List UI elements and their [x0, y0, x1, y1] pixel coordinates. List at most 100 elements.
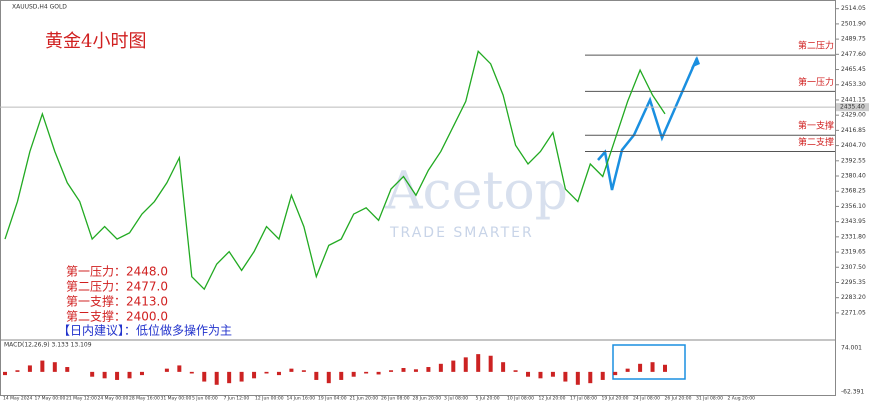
x-tick-label: 14 May 2024 — [3, 396, 32, 402]
y-tick-label: 2501.90 — [841, 20, 866, 27]
y-tick-label: 2380.40 — [841, 173, 866, 180]
y-tick-label: 2331.80 — [841, 233, 866, 240]
macd-bar — [526, 371, 531, 377]
level-label: 第一支撑 — [798, 120, 834, 132]
macd-bar — [351, 371, 356, 377]
level-label: 第二支撑 — [798, 136, 834, 148]
macd-bar — [426, 367, 431, 372]
x-tick-label: 14 Jun 16:00 — [287, 396, 316, 402]
x-tick-label: 31 May 00:00 — [161, 396, 192, 402]
macd-bar — [376, 371, 381, 375]
forecast-path — [597, 57, 699, 191]
x-tick-label: 21 May 12:00 — [66, 396, 97, 402]
y-tick-label: 2271.05 — [841, 309, 866, 316]
y-tick-label: 2489.75 — [841, 36, 866, 43]
x-tick-label: 28 May 16:00 — [129, 396, 160, 402]
arrow-head — [691, 56, 700, 68]
symbol: XAUUSD,H4 GOLD — [12, 4, 67, 11]
macd-bar — [314, 371, 319, 380]
macd-bar — [164, 368, 169, 372]
x-tick-label: 10 Jul 08:00 — [507, 396, 534, 402]
macd-bar — [326, 371, 331, 384]
y-tick-label: 2477.60 — [841, 51, 866, 58]
price-line — [4, 50, 666, 291]
macd-bar — [501, 362, 506, 372]
macd-bar — [52, 362, 57, 372]
price-tag — [836, 103, 869, 112]
macd-bar — [389, 370, 394, 372]
macd-bar — [15, 370, 20, 372]
macd-bar — [513, 370, 518, 372]
macd-bar — [650, 362, 655, 372]
macd-bar — [413, 369, 418, 372]
x-tick-label: 19 Jul 20:00 — [602, 396, 629, 402]
x-tick-label: 24 Jul 08:00 — [633, 396, 660, 402]
macd-bar — [252, 371, 257, 379]
y-tick-label: 2404.70 — [841, 142, 866, 149]
macd-bar — [451, 360, 456, 372]
chart-title: 黄金4小时图 — [45, 31, 146, 52]
y-tick-label: 2295.35 — [841, 279, 866, 286]
note: 第一支撑：2413.0 — [66, 294, 168, 309]
note: 第一压力：2448.0 — [66, 265, 168, 279]
x-tick-label: 19 Jun 04:00 — [318, 396, 347, 402]
current-price-label: 2435.40 — [840, 104, 865, 111]
macd-bar — [488, 355, 493, 372]
macd-bar — [339, 371, 344, 380]
macd-bar — [663, 364, 667, 372]
macd-bar — [575, 371, 580, 385]
macd-bar — [476, 354, 481, 372]
macd-bar — [65, 367, 70, 372]
x-tick-label: 31 Jul 08:00 — [696, 396, 723, 402]
y-tick-label: 2465.45 — [841, 66, 866, 73]
level-label: 第二压力 — [798, 40, 834, 52]
macd-bar — [600, 371, 605, 380]
y-tick-label: 2392.55 — [841, 157, 866, 164]
y-tick-label: 2453.30 — [841, 81, 866, 88]
macd-bar — [625, 368, 630, 372]
macd-bar — [102, 371, 107, 379]
macd-bar — [289, 368, 294, 372]
macd-bar — [563, 371, 568, 382]
macd-bar — [364, 371, 369, 374]
highlight-box — [612, 344, 686, 380]
macd-bar — [189, 371, 194, 374]
watermark-sub: TRADE SMARTER — [389, 225, 534, 241]
y-tick-label: 2307.50 — [841, 264, 866, 271]
x-tick-label: 7 Jun 12:00 — [224, 396, 250, 402]
macd-bar — [202, 371, 207, 382]
y-tick-label: 2319.65 — [841, 249, 866, 256]
macd-tick-label: -62.391 — [841, 389, 864, 396]
macd-bar — [538, 371, 543, 379]
x-tick-label: 2 Aug 20:00 — [728, 396, 756, 402]
macd-bar — [588, 371, 593, 384]
x-tick-label: 12 Jun 00:00 — [255, 396, 284, 402]
macd-bar — [115, 371, 120, 380]
x-tick-label: 5 Jul 20:00 — [476, 396, 500, 402]
macd-bar — [127, 371, 132, 379]
x-tick-label: 12 Jul 20:00 — [539, 396, 566, 402]
x-tick-label: 26 Jun 08:00 — [381, 396, 410, 402]
level-label: 第一压力 — [798, 76, 834, 88]
y-tick-label: 2441.15 — [841, 96, 866, 103]
macd-bar — [40, 360, 45, 372]
macd-bar — [177, 365, 182, 372]
macd-bar — [239, 371, 244, 382]
watermark: Acetop — [384, 162, 568, 222]
macd-bar — [301, 370, 306, 372]
macd-bar — [613, 371, 618, 376]
y-tick-label: 2416.85 — [841, 127, 866, 134]
x-tick-label: 24 May 00:00 — [98, 396, 129, 402]
macd-bar — [214, 371, 219, 385]
x-tick-label: 26 Jul 20:00 — [665, 396, 692, 402]
macd-bar — [463, 357, 468, 372]
x-tick-label: 17 May 00:00 — [35, 396, 66, 402]
y-tick-label: 2368.25 — [841, 188, 866, 195]
advice: 【日内建议】：低位做多操作为主 — [58, 323, 232, 338]
macd-bar — [550, 371, 555, 377]
y-tick-label: 2343.95 — [841, 218, 866, 225]
macd-bar — [227, 371, 232, 384]
note: 第二压力：2477.0 — [66, 280, 168, 294]
macd-bar — [27, 365, 32, 372]
